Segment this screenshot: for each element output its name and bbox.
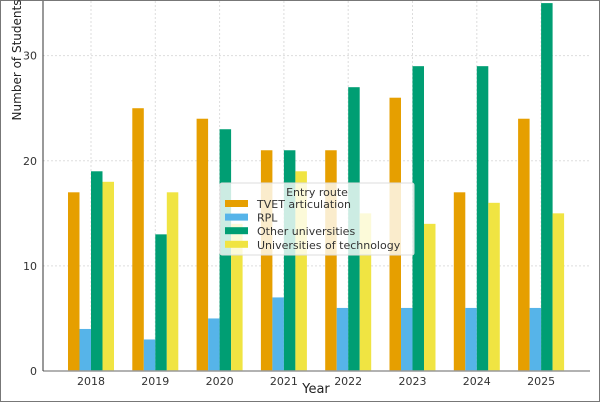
bar-tvet-articulation-2024 <box>453 192 466 371</box>
bar-rpl-2018 <box>79 328 91 371</box>
legend-entry: RPL <box>257 212 278 225</box>
bar-universities-of-technology-2024 <box>488 202 500 371</box>
x-tick-label: 2023 <box>399 375 427 388</box>
bar-other-universities-2025 <box>541 3 553 372</box>
y-tick-label: 20 <box>23 155 37 168</box>
bar-universities-of-technology-2018 <box>102 181 114 371</box>
bar-other-universities-2021 <box>283 150 296 371</box>
bar-universities-of-technology-2020 <box>231 223 243 371</box>
bar-universities-of-technology-2025 <box>552 213 565 371</box>
bar-universities-of-technology-2021 <box>295 171 307 371</box>
x-tick-label: 2024 <box>463 375 491 388</box>
bar-rpl-2021 <box>272 297 284 371</box>
bar-universities-of-technology-2023 <box>424 223 436 371</box>
y-tick-label: 10 <box>23 260 37 273</box>
bar-tvet-articulation-2021 <box>260 150 273 371</box>
x-tick-label: 2020 <box>206 375 234 388</box>
bar-rpl-2020 <box>208 318 220 371</box>
axes: 0 10 20 30 2018 2019 2020 2021 2022 2023 2024 2025 <box>23 1 590 388</box>
x-tick-label: 2018 <box>77 375 105 388</box>
bar-rpl-2025 <box>529 307 542 371</box>
x-tick-label: 2019 <box>141 375 169 388</box>
legend-swatch <box>225 240 248 248</box>
x-tick-label: 2022 <box>334 375 362 388</box>
bar-universities-of-technology-2022 <box>359 213 372 371</box>
bar-other-universities-2023 <box>412 66 424 371</box>
legend-swatch <box>225 213 248 221</box>
legend-entry: Other universities <box>257 225 355 238</box>
bar-tvet-articulation-2022 <box>325 150 337 371</box>
bar-universities-of-technology-2019 <box>166 192 179 371</box>
bar-tvet-articulation-2018 <box>68 192 80 371</box>
x-tick-label: 2021 <box>270 375 298 388</box>
bar-rpl-2024 <box>465 307 477 371</box>
legend-swatch <box>225 200 248 207</box>
bar-rpl-2022 <box>336 307 349 371</box>
legend-box <box>219 182 415 256</box>
bar-rpl-2023 <box>401 307 413 371</box>
y-axis-label: Number of Students <box>10 0 24 120</box>
x-axis-label: Year <box>301 382 330 397</box>
bar-tvet-articulation-2025 <box>518 118 530 372</box>
legend-entry: TVET articulation <box>256 198 351 211</box>
y-tick-label: 0 <box>30 365 37 378</box>
bar-other-universities-2024 <box>476 66 489 371</box>
bar-rpl-2019 <box>143 339 156 371</box>
bar-other-universities-2019 <box>155 234 167 371</box>
legend-title: Entry route <box>286 186 348 199</box>
bar-other-universities-2018 <box>91 171 103 371</box>
legend-entry: Universities of technology <box>257 239 401 252</box>
bar-tvet-articulation-2020 <box>196 118 209 372</box>
legend-swatch <box>225 227 248 235</box>
bar-tvet-articulation-2019 <box>132 108 144 371</box>
x-tick-label: 2025 <box>527 375 555 388</box>
y-tick-label: 30 <box>23 50 37 63</box>
